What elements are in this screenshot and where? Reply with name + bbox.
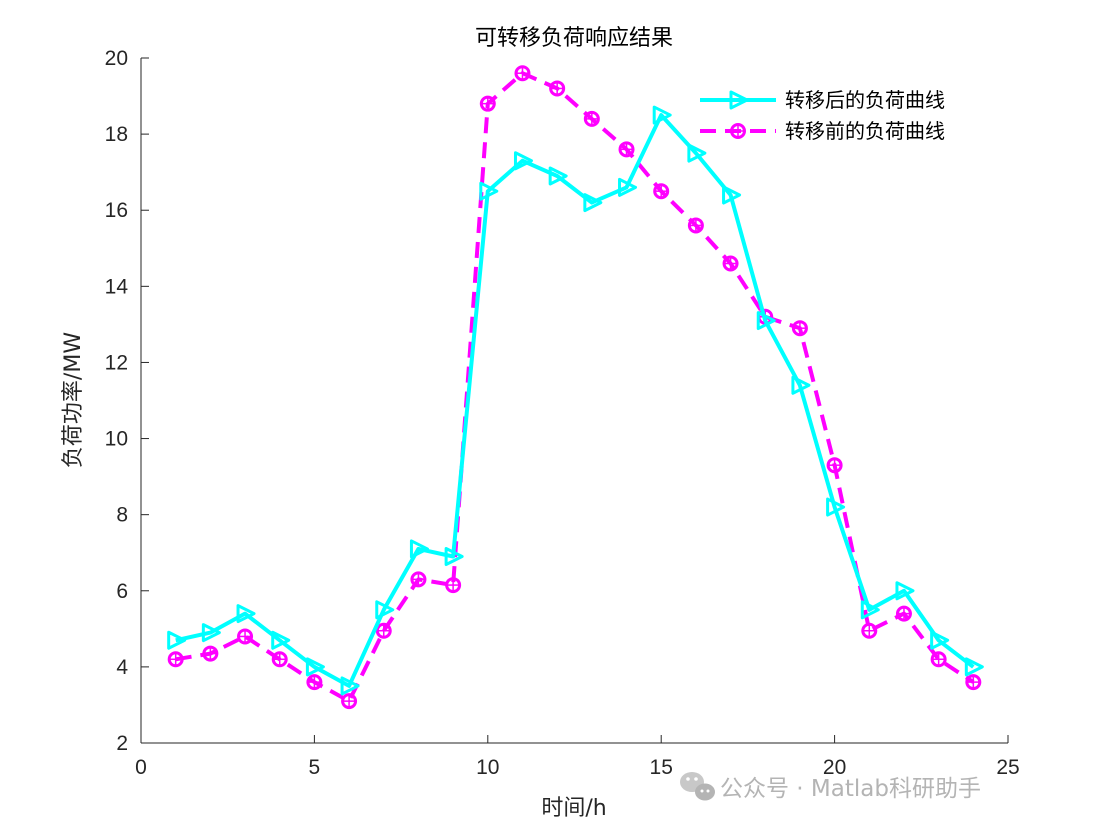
- y-tick-label: 4: [116, 656, 128, 679]
- y-ticks: 2 4 6 8 10 12 14 16 18 20: [105, 47, 149, 755]
- data-point-marker: [895, 605, 912, 622]
- data-point-marker: [826, 497, 846, 517]
- data-point-marker: [652, 105, 672, 125]
- legend-item: 转移后的负荷曲线: [700, 88, 945, 112]
- data-point-marker: [861, 622, 878, 639]
- x-tick-label: 5: [309, 756, 321, 779]
- series-before-transfer: [167, 65, 982, 710]
- data-point-marker: [513, 151, 533, 171]
- chart-title: 可转移负荷响应结果: [475, 26, 673, 51]
- axes: [140, 58, 1008, 744]
- x-ticks: 0 5 10 15 20 25: [135, 735, 1020, 779]
- data-point-marker: [479, 95, 496, 112]
- data-point-marker: [410, 571, 427, 588]
- data-point-marker: [930, 651, 947, 668]
- data-point-marker: [479, 181, 499, 201]
- y-tick-label: 2: [116, 732, 128, 755]
- wechat-icon: [680, 772, 715, 801]
- legend-marker: [729, 90, 749, 110]
- data-point-marker: [653, 183, 670, 200]
- x-tick-label: 0: [135, 756, 147, 779]
- data-point-marker: [687, 143, 707, 163]
- data-point-marker: [549, 80, 566, 97]
- series-layer: [167, 65, 984, 710]
- data-point-marker: [722, 185, 742, 205]
- data-point-marker: [340, 676, 360, 696]
- data-point-marker: [930, 630, 950, 650]
- data-point-marker: [236, 604, 256, 624]
- data-point-marker: [548, 166, 568, 186]
- series-after-transfer: [167, 105, 984, 696]
- data-point-marker: [167, 651, 184, 668]
- y-tick-label: 14: [105, 275, 129, 298]
- data-point-marker: [687, 217, 704, 234]
- data-point-marker: [306, 674, 323, 691]
- legend-marker: [730, 123, 746, 139]
- plot-area: [141, 58, 1008, 743]
- x-tick-label: 25: [996, 756, 1019, 779]
- data-point-marker: [514, 65, 531, 82]
- x-tick-label: 15: [650, 756, 673, 779]
- data-point-marker: [826, 457, 843, 474]
- data-point-marker: [167, 630, 187, 650]
- data-point-marker: [375, 600, 395, 620]
- y-tick-label: 18: [105, 123, 128, 146]
- y-tick-label: 12: [105, 351, 128, 374]
- data-point-marker: [722, 255, 739, 272]
- legend-label: 转移后的负荷曲线: [785, 88, 945, 112]
- data-point-marker: [445, 577, 462, 594]
- y-tick-label: 16: [105, 199, 128, 222]
- legend-label: 转移前的负荷曲线: [785, 119, 945, 143]
- y-axis-label: 负荷功率/MW: [61, 332, 86, 468]
- data-point-marker: [201, 623, 221, 643]
- data-point-marker: [305, 657, 325, 677]
- data-point-marker: [237, 628, 254, 645]
- data-point-marker: [341, 693, 358, 710]
- data-point-marker: [444, 547, 464, 567]
- y-tick-label: 8: [116, 504, 128, 527]
- data-point-marker: [618, 141, 635, 158]
- x-tick-label: 10: [476, 756, 499, 779]
- x-axis-label: 时间/h: [541, 796, 606, 821]
- data-point-marker: [583, 110, 600, 127]
- data-point-marker: [271, 651, 288, 668]
- data-point-marker: [409, 539, 429, 559]
- legend-item: 转移前的负荷曲线: [700, 119, 945, 143]
- data-point-marker: [860, 600, 880, 620]
- data-point-marker: [375, 622, 392, 639]
- y-tick-label: 6: [116, 580, 128, 603]
- data-point-marker: [964, 657, 984, 677]
- series-line: [175, 71, 975, 704]
- data-point-marker: [756, 311, 776, 331]
- x-tick-label: 20: [823, 756, 846, 779]
- data-point-marker: [791, 320, 808, 337]
- data-point-marker: [271, 630, 291, 650]
- watermark-text: 公众号 · Matlab科研助手: [720, 776, 981, 802]
- y-tick-label: 10: [105, 428, 128, 451]
- data-point-marker: [583, 193, 603, 213]
- data-point-marker: [202, 645, 219, 662]
- data-point-marker: [965, 674, 982, 691]
- data-point-marker: [618, 177, 638, 197]
- y-tick-label: 20: [105, 47, 128, 70]
- watermark: 公众号 · Matlab科研助手: [680, 772, 981, 802]
- data-point-marker: [791, 375, 811, 395]
- data-point-marker: [895, 581, 915, 601]
